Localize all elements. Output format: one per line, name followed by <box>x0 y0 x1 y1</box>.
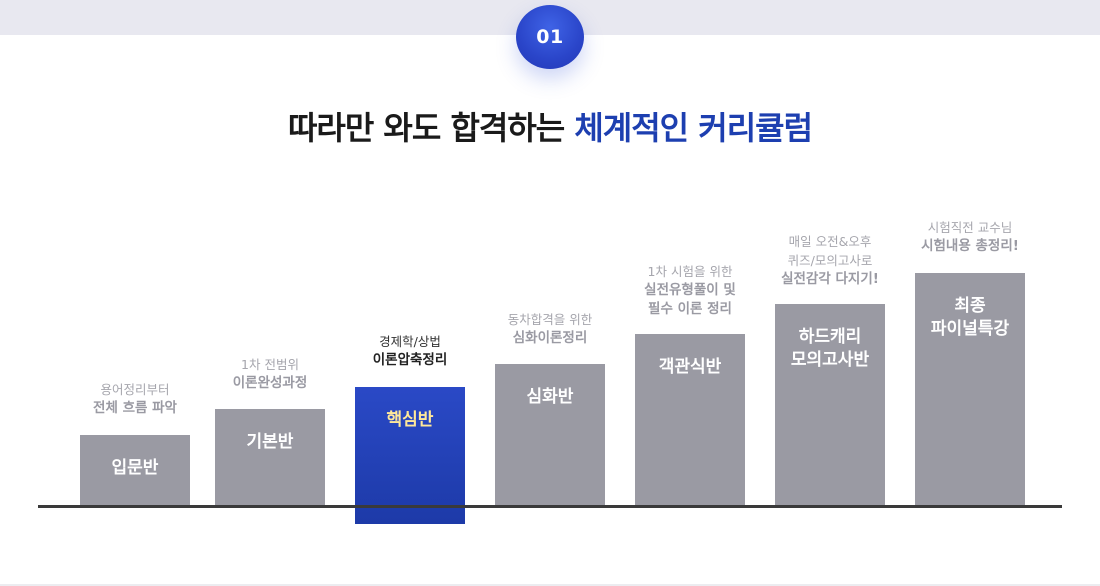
step-number: 01 <box>536 26 564 48</box>
caption-sub: 동차합격을 위한 <box>507 312 593 327</box>
caption-sub: 경제학/상법 <box>379 334 441 349</box>
course-bar-objective: 객관식반 <box>635 334 745 505</box>
course-caption: 1차 전범위 이론완성과정 <box>195 355 345 393</box>
course-caption: 경제학/상법 이론압축정리 <box>335 332 485 370</box>
caption-sub: 매일 오전&오후 퀴즈/모의고사로 <box>787 234 873 268</box>
course-label: 입문반 <box>111 458 159 478</box>
course-label: 심화반 <box>526 387 574 407</box>
course-label: 기본반 <box>246 432 294 452</box>
course-caption: 매일 오전&오후 퀴즈/모의고사로 실전감각 다지기! <box>755 232 905 289</box>
course-label: 핵심반 <box>386 410 434 430</box>
caption-sub: 1차 전범위 <box>241 357 299 372</box>
course-caption: 동차합격을 위한 심화이론정리 <box>475 310 625 348</box>
caption-main: 실전감각 다지기! <box>781 271 879 287</box>
course-bar-basic: 기본반 <box>215 409 325 505</box>
caption-sub: 시험직전 교수님 <box>927 220 1013 235</box>
course-bar-core: 핵심반 <box>355 387 465 524</box>
course-label: 객관식반 <box>658 357 722 377</box>
course-bar-mock-exam: 하드캐리 모의고사반 <box>775 304 885 505</box>
title-part-1: 따라만 와도 합격하는 <box>287 109 575 147</box>
course-caption: 시험직전 교수님 시험내용 총정리! <box>895 218 1045 256</box>
caption-main: 심화이론정리 <box>512 330 588 346</box>
course-caption: 용어정리부터 전체 흐름 파악 <box>60 380 210 418</box>
step-number-badge: 01 <box>516 5 584 69</box>
course-bar-intro: 입문반 <box>80 435 190 505</box>
caption-main: 이론완성과정 <box>232 375 308 391</box>
caption-sub: 1차 시험을 위한 <box>647 264 733 279</box>
baseline-divider <box>38 505 1062 508</box>
page-title: 따라만 와도 합격하는 체계적인 커리큘럼 <box>0 103 1100 149</box>
course-label: 최종 파이널특강 <box>930 296 1010 339</box>
course-caption: 1차 시험을 위한 실전유형풀이 및 필수 이론 정리 <box>615 262 765 319</box>
course-bar-final: 최종 파이널특강 <box>915 273 1025 505</box>
caption-sub: 용어정리부터 <box>100 382 170 397</box>
bottom-divider <box>0 584 1100 586</box>
course-bar-advanced: 심화반 <box>495 364 605 505</box>
caption-main: 실전유형풀이 및 필수 이론 정리 <box>644 282 736 317</box>
course-label: 하드캐리 모의고사반 <box>790 327 870 370</box>
caption-main: 이론압축정리 <box>372 352 448 368</box>
caption-main: 전체 흐름 파악 <box>93 400 177 416</box>
caption-main: 시험내용 총정리! <box>921 238 1019 254</box>
title-accent: 체계적인 커리큘럼 <box>574 109 813 147</box>
